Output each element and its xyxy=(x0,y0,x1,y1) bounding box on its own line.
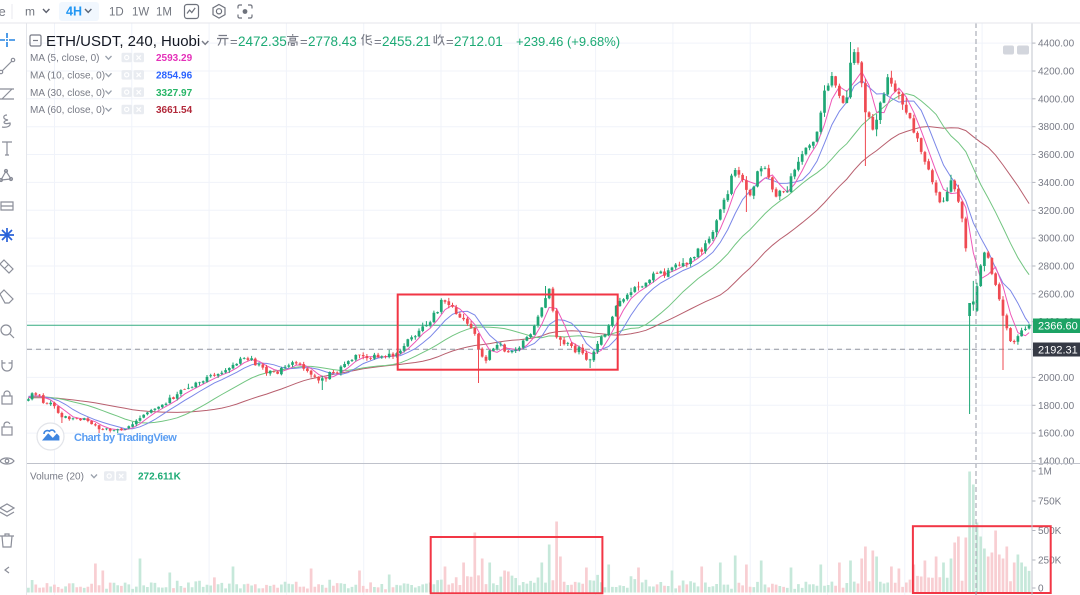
svg-text:3600.00: 3600.00 xyxy=(1038,150,1075,161)
svg-text:3000.00: 3000.00 xyxy=(1038,234,1075,245)
svg-text:4000.00: 4000.00 xyxy=(1038,94,1075,105)
svg-text:Chart by TradingView: Chart by TradingView xyxy=(74,432,177,444)
svg-text:3400.00: 3400.00 xyxy=(1038,178,1075,189)
svg-text:1600.00: 1600.00 xyxy=(1038,429,1075,440)
svg-text:2712.01: 2712.01 xyxy=(454,34,503,49)
svg-text:MA (5, close, 0): MA (5, close, 0) xyxy=(30,53,99,64)
svg-text:1400.00: 1400.00 xyxy=(1038,457,1075,468)
svg-text:2472.35: 2472.35 xyxy=(238,34,287,49)
svg-text:4400.00: 4400.00 xyxy=(1038,39,1075,50)
svg-text:+239.46 (+9.68%): +239.46 (+9.68%) xyxy=(516,34,620,49)
svg-text:ETH/USDT, 240, Huobi: ETH/USDT, 240, Huobi xyxy=(46,33,200,50)
svg-text:=: = xyxy=(300,34,308,49)
svg-text:e: e xyxy=(0,4,6,19)
svg-text:3661.54: 3661.54 xyxy=(156,105,193,116)
svg-text:=: = xyxy=(446,34,454,49)
svg-text:0: 0 xyxy=(1038,584,1044,595)
svg-text:750K: 750K xyxy=(1038,497,1062,508)
svg-text:2455.21: 2455.21 xyxy=(382,34,431,49)
svg-text:3327.97: 3327.97 xyxy=(156,88,193,99)
svg-text:m: m xyxy=(25,5,35,19)
svg-text:=: = xyxy=(374,34,382,49)
svg-text:=: = xyxy=(230,34,238,49)
svg-text:272.611K: 272.611K xyxy=(138,472,182,483)
svg-text:3200.00: 3200.00 xyxy=(1038,206,1075,217)
svg-text:3800.00: 3800.00 xyxy=(1038,122,1075,133)
svg-text:2192.31: 2192.31 xyxy=(1038,344,1078,356)
svg-text:2800.00: 2800.00 xyxy=(1038,262,1075,273)
svg-text:1M: 1M xyxy=(156,7,172,19)
svg-text:2778.43: 2778.43 xyxy=(308,34,357,49)
svg-text:MA (30, close, 0): MA (30, close, 0) xyxy=(30,88,105,99)
svg-text:2854.96: 2854.96 xyxy=(156,71,193,82)
svg-text:1M: 1M xyxy=(1038,467,1052,478)
svg-text:2600.00: 2600.00 xyxy=(1038,289,1075,300)
svg-text:4H: 4H xyxy=(66,5,82,19)
svg-text:1800.00: 1800.00 xyxy=(1038,401,1075,412)
svg-text:2366.60: 2366.60 xyxy=(1038,321,1078,333)
svg-text:1D: 1D xyxy=(109,7,124,19)
svg-text:MA (10, close, 0): MA (10, close, 0) xyxy=(30,71,105,82)
svg-text:MA (60, close, 0): MA (60, close, 0) xyxy=(30,105,105,116)
svg-text:Volume (20): Volume (20) xyxy=(30,472,84,483)
svg-text:1W: 1W xyxy=(132,7,149,19)
svg-text:2000.00: 2000.00 xyxy=(1038,373,1075,384)
svg-text:2593.29: 2593.29 xyxy=(156,53,193,64)
svg-text:4200.00: 4200.00 xyxy=(1038,67,1075,78)
